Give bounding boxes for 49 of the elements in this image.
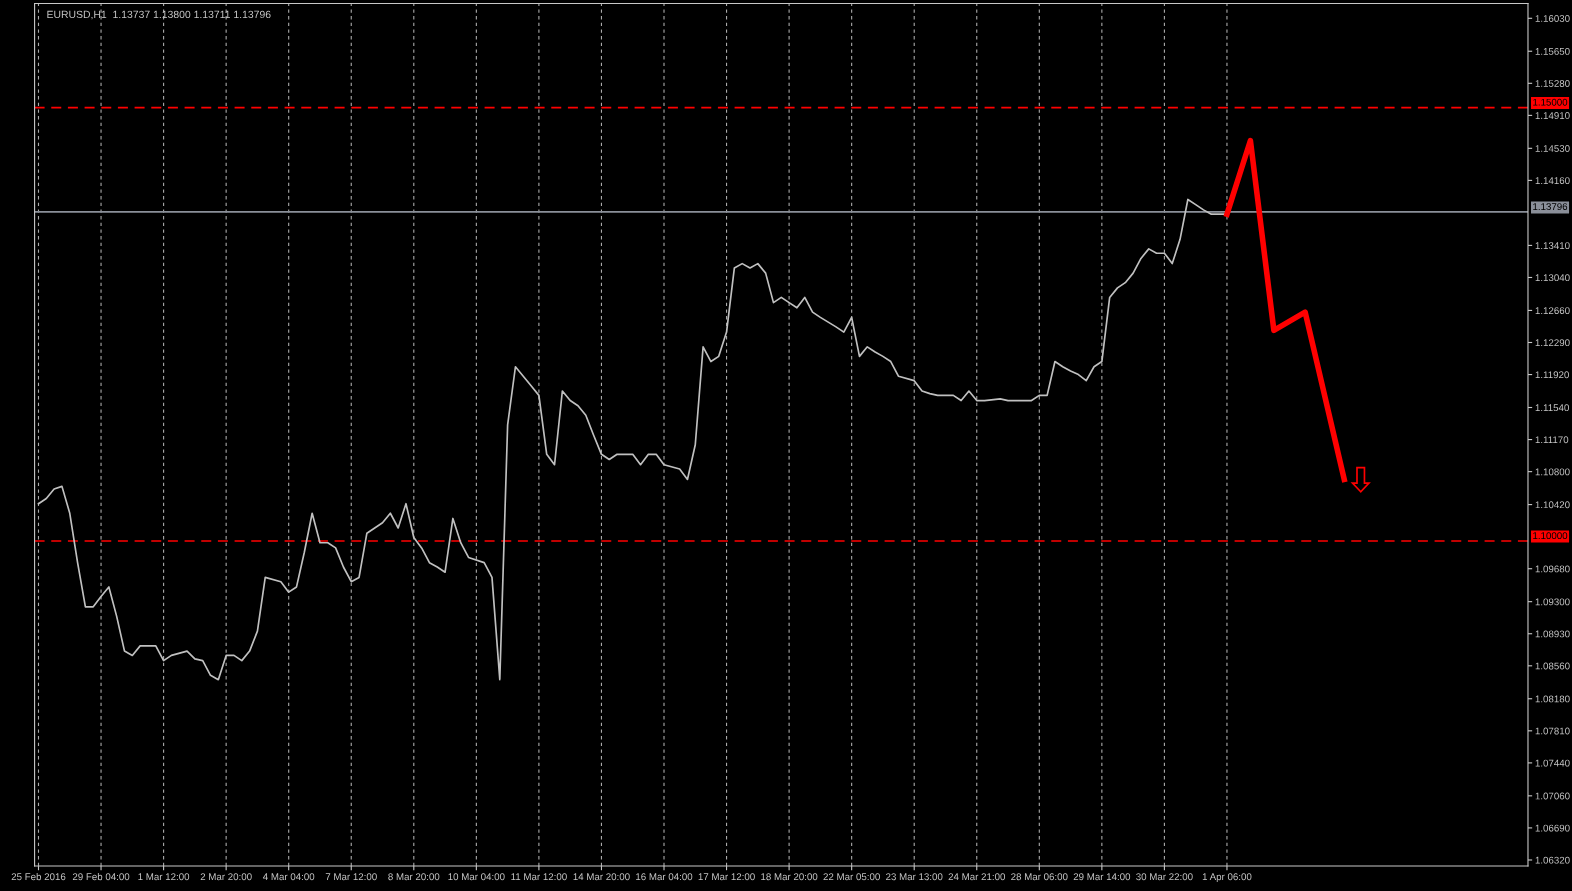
x-tick-label: 11 Mar 12:00 [511,873,567,881]
x-tick-label: 1 Mar 12:00 [138,873,190,881]
y-tick-label: 1.14910 [1535,112,1570,119]
x-tick-label: 17 Mar 12:00 [698,873,755,881]
x-tick-label: 1 Apr 06:00 [1202,873,1252,883]
y-tick-label: 1.09300 [1535,598,1570,606]
x-tick-label: 22 Mar 05:00 [823,873,880,881]
y-tick-label: 1.08560 [1535,662,1570,670]
y-tick-label: 1.14160 [1535,177,1570,185]
y-tick-label: 1.14530 [1535,145,1570,152]
ref-line-label: 1.13796 [1533,203,1568,211]
y-tick-label: 1.07810 [1535,727,1570,735]
y-tick-label: 1.11920 [1535,371,1569,379]
y-tick-label: 1.10420 [1535,501,1570,509]
y-tick-label: 1.15280 [1535,80,1570,87]
x-tick-label: 14 Mar 20:00 [573,873,630,881]
x-tick-label: 8 Mar 20:00 [388,873,440,881]
y-tick-label: 1.15650 [1535,47,1570,55]
x-tick-label: 28 Mar 06:00 [1011,873,1068,881]
y-tick-label: 1.09680 [1535,565,1570,573]
ref-line-label: 1.10000 [1533,532,1568,540]
x-tick-label: 23 Mar 13:00 [886,873,943,881]
y-tick-label: 1.13410 [1535,242,1570,250]
x-tick-label: 2 Mar 20:00 [200,873,252,881]
x-tick-label: 30 Mar 22:00 [1136,873,1193,881]
y-tick-label: 1.11540 [1535,404,1569,412]
x-tick-label: 18 Mar 20:00 [761,873,818,881]
y-tick-label: 1.07060 [1535,792,1570,800]
x-tick-label: 24 Mar 21:00 [948,873,1006,881]
x-tick-label: 16 Mar 04:00 [636,873,693,881]
x-tick-label: 7 Mar 12:00 [325,873,377,881]
y-tick-label: 1.16030 [1535,15,1570,22]
y-tick-label: 1.12660 [1535,307,1570,315]
y-tick-label: 1.10800 [1535,468,1570,476]
y-tick-label: 1.08180 [1535,695,1570,703]
y-tick-label: 1.13040 [1535,274,1570,282]
ref-line-label: 1.15000 [1533,98,1568,106]
x-tick-label: 29 Feb 04:00 [72,873,130,881]
x-tick-label: 10 Mar 04:00 [448,873,505,881]
x-tick-label: 25 Feb 2016 [11,873,66,881]
x-tick-label: 4 Mar 04:00 [262,873,315,881]
y-tick-label: 1.06320 [1535,856,1570,864]
text: EURUSD,H1 1.13737 1.13800 1.13711 1.13796 [47,10,271,20]
y-tick-label: 1.11170 [1535,436,1569,444]
y-tick-label: 1.07440 [1535,759,1570,767]
y-tick-label: 1.08930 [1535,630,1570,638]
x-tick-label: 29 Mar 14:00 [1073,873,1131,881]
y-tick-label: 1.06690 [1535,824,1570,832]
y-tick-label: 1.12290 [1535,339,1570,347]
